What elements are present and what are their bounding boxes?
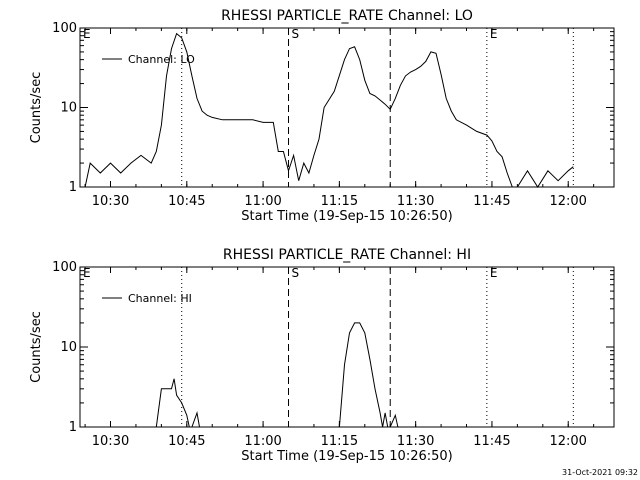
event-marker-label: E bbox=[83, 27, 91, 41]
event-marker-label: S bbox=[292, 266, 300, 280]
x-axis-label: Start Time (19-Sep-15 10:26:50) bbox=[241, 209, 452, 224]
chart-title: RHESSI PARTICLE_RATE Channel: LO bbox=[221, 8, 473, 24]
footer-timestamp: 31-Oct-2021 09:32 bbox=[562, 468, 638, 477]
x-tick-label: 12:00 bbox=[549, 434, 586, 449]
x-tick-label: 10:45 bbox=[168, 434, 205, 449]
x-tick-label: 11:00 bbox=[244, 434, 281, 449]
y-axis-label: Counts/sec bbox=[29, 72, 44, 144]
panel-lo: RHESSI PARTICLE_RATE Channel: LO 10:30 10:… bbox=[29, 8, 615, 224]
event-marker-label: E bbox=[83, 266, 91, 280]
legend-label: Channel: LO bbox=[128, 53, 195, 66]
event-marker-label: E bbox=[490, 266, 498, 280]
x-tick-label: 11:30 bbox=[397, 194, 434, 209]
x-tick-label: 12:00 bbox=[549, 194, 586, 209]
y-axis-label: Counts/sec bbox=[29, 311, 44, 383]
plot-frame bbox=[79, 27, 615, 188]
x-tick-label: 11:30 bbox=[397, 434, 434, 449]
series-line-channel-hi bbox=[155, 322, 399, 428]
x-tick-label: 11:45 bbox=[473, 434, 510, 449]
series-line-channel-lo bbox=[84, 32, 574, 188]
x-tick-label: 11:45 bbox=[473, 194, 510, 209]
x-axis-label: Start Time (19-Sep-15 10:26:50) bbox=[241, 449, 452, 464]
y-tick-label: 100 bbox=[52, 21, 77, 36]
chart-title: RHESSI PARTICLE_RATE Channel: HI bbox=[223, 247, 471, 263]
panel-hi: RHESSI PARTICLE_RATE Channel: HI 10:30 10:… bbox=[29, 247, 615, 464]
y-tick-label: 1 bbox=[69, 420, 77, 435]
x-tick-label: 10:45 bbox=[168, 194, 205, 209]
y-tick-label: 10 bbox=[60, 340, 77, 355]
event-marker-label: E bbox=[490, 27, 498, 41]
y-tick-label: 100 bbox=[52, 260, 77, 275]
x-tick-label: 11:15 bbox=[321, 434, 358, 449]
y-tick-label: 10 bbox=[60, 101, 77, 116]
legend-label: Channel: HI bbox=[128, 292, 192, 305]
x-tick-label: 10:30 bbox=[92, 194, 129, 209]
x-tick-label: 11:15 bbox=[321, 194, 358, 209]
event-marker-label: S bbox=[292, 27, 300, 41]
y-tick-label: 1 bbox=[69, 180, 77, 195]
x-tick-label: 11:00 bbox=[244, 194, 281, 209]
x-tick-label: 10:30 bbox=[92, 434, 129, 449]
